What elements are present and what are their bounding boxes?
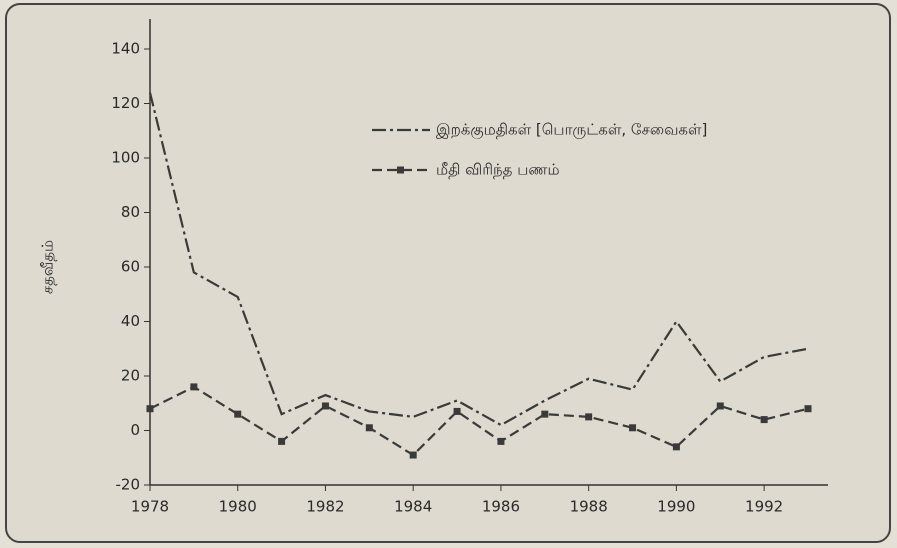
point-marker: [541, 410, 549, 418]
point-marker: [321, 402, 329, 410]
legend-label: இறக்குமதிகள் [பொருட்கள், சேவைகள்]: [436, 121, 707, 140]
x-tick-label: 1992: [745, 498, 783, 516]
y-tick-label: 120: [111, 94, 140, 112]
point-marker: [453, 407, 461, 415]
x-tick-label: 1982: [306, 498, 344, 516]
x-tick-label: 1986: [482, 498, 520, 516]
y-tick-label: 20: [121, 367, 140, 385]
x-tick-label: 1990: [657, 498, 695, 516]
series-line: [148, 92, 809, 427]
x-tick-label: 1978: [131, 498, 169, 516]
point-marker: [190, 383, 198, 391]
y-tick-label: 60: [121, 258, 140, 276]
point-marker: [804, 405, 812, 413]
point-marker: [760, 416, 768, 424]
point-marker: [234, 410, 242, 418]
y-tick-label: 0: [130, 421, 140, 439]
x-tick-label: 1988: [570, 498, 608, 516]
series-line: [149, 385, 809, 457]
point-marker: [409, 451, 417, 459]
x-tick-label: 1984: [394, 498, 432, 516]
point-marker: [497, 437, 505, 445]
y-tick-label: -20: [116, 476, 141, 494]
point-marker: [716, 402, 724, 410]
y-axis-label: சதவீதம்: [39, 240, 57, 294]
y-tick-label: 80: [121, 203, 140, 221]
x-tick-label: 1980: [219, 498, 257, 516]
point-marker: [672, 443, 680, 451]
y-tick-label: 140: [111, 40, 140, 58]
y-tick-label: 100: [111, 149, 140, 167]
y-tick-label: 40: [121, 312, 140, 330]
frame: [5, 3, 891, 543]
point-marker: [585, 413, 593, 421]
point-marker: [365, 424, 373, 432]
legend-marker: [397, 166, 404, 174]
point-marker: [146, 405, 154, 413]
point-marker: [629, 424, 637, 432]
legend-label: மீதி விரிந்த பணம்: [436, 161, 560, 179]
point-marker: [278, 437, 286, 445]
